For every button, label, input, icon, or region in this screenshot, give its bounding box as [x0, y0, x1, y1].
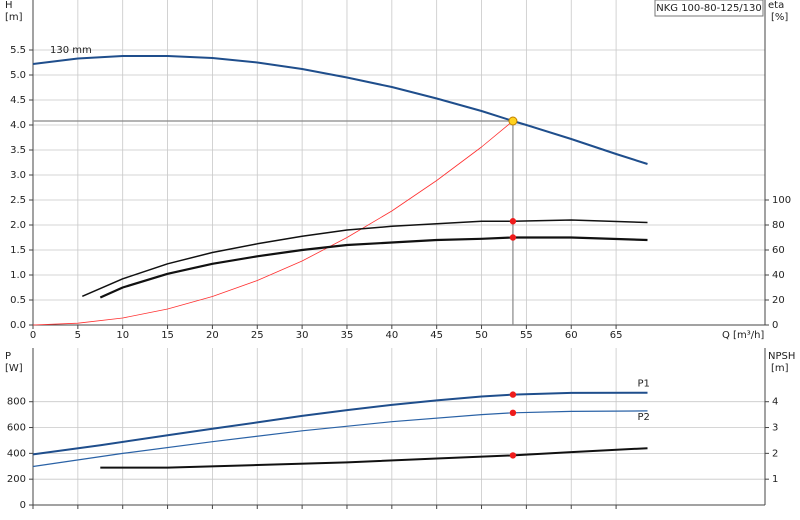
operating-point [509, 234, 517, 241]
x-tick-label: 60 [565, 330, 578, 341]
y-tick-label: 3.0 [10, 170, 26, 181]
x-tick-label: 40 [385, 330, 398, 341]
y2-tick-label: 0 [772, 320, 778, 331]
y-axis-label: P [5, 351, 11, 362]
y2-tick-label: 4 [772, 397, 778, 408]
y2-tick-label: 1 [772, 474, 778, 485]
y-tick-label: 3.5 [10, 145, 26, 156]
y-tick-label: 5.5 [10, 45, 26, 56]
y2-tick-label: 3 [772, 423, 778, 434]
curve-label: P2 [637, 412, 649, 423]
x-tick-label: 65 [610, 330, 623, 341]
y2-tick-label: 80 [772, 220, 785, 231]
y2-tick-label: 40 [772, 270, 785, 281]
curve [32, 410, 648, 468]
title-box [654, 0, 764, 17]
y2-axis-label: eta [768, 0, 784, 11]
x-tick-label: 5 [75, 330, 81, 341]
x-tick-label: 35 [341, 330, 354, 341]
y-tick-label: 2.5 [10, 195, 26, 206]
y2-axis-unit: [%] [771, 12, 788, 23]
y2-axis-label: NPSH [768, 351, 795, 362]
y-tick-label: 2.0 [10, 220, 26, 231]
y2-tick-label: 2 [772, 448, 778, 459]
y-tick-label: 200 [7, 474, 26, 485]
plot-area [33, 0, 765, 325]
x-tick-label: 50 [475, 330, 488, 341]
y2-tick-label: 100 [772, 195, 791, 206]
duty-point [508, 116, 518, 126]
y-tick-label: 5.0 [10, 70, 26, 81]
x-axis-label: Q [m³/h] [722, 330, 764, 341]
operating-point [509, 218, 517, 225]
x-tick-label: 30 [296, 330, 309, 341]
x-tick-label: 20 [206, 330, 219, 341]
x-tick-label: 15 [161, 330, 174, 341]
x-tick-label: 55 [520, 330, 533, 341]
curve [100, 447, 648, 469]
y-tick-label: 600 [7, 423, 26, 434]
y-tick-label: 4.0 [10, 120, 26, 131]
y2-axis-unit: [m] [771, 363, 789, 374]
y-tick-label: 0.5 [10, 295, 26, 306]
plot-area [33, 348, 765, 505]
y-tick-label: 800 [7, 397, 26, 408]
y-tick-label: 400 [7, 448, 26, 459]
y-tick-label: 4.5 [10, 95, 26, 106]
x-tick-label: 0 [30, 330, 36, 341]
curve [32, 55, 648, 165]
y-tick-label: 1.0 [10, 270, 26, 281]
y-axis-label: H [5, 0, 13, 11]
curve-label: P1 [637, 379, 649, 390]
chart-title: NKG 100-80-125/130 [656, 3, 762, 14]
x-tick-label: 25 [251, 330, 264, 341]
y-tick-label: 1.5 [10, 245, 26, 256]
operating-point [509, 409, 517, 417]
y-tick-label: 0.0 [10, 320, 26, 331]
x-tick-label: 45 [430, 330, 443, 341]
x-tick-label: 10 [116, 330, 129, 341]
curve [32, 120, 514, 326]
operating-point [509, 391, 517, 398]
y2-tick-label: 60 [772, 245, 785, 256]
y-axis-unit: [m] [5, 12, 23, 23]
y-axis-unit: [W] [5, 363, 23, 374]
operating-point [509, 452, 517, 459]
y2-tick-label: 20 [772, 295, 785, 306]
curve-label: 130 mm [50, 45, 92, 56]
y-tick-label: 0 [20, 500, 26, 511]
